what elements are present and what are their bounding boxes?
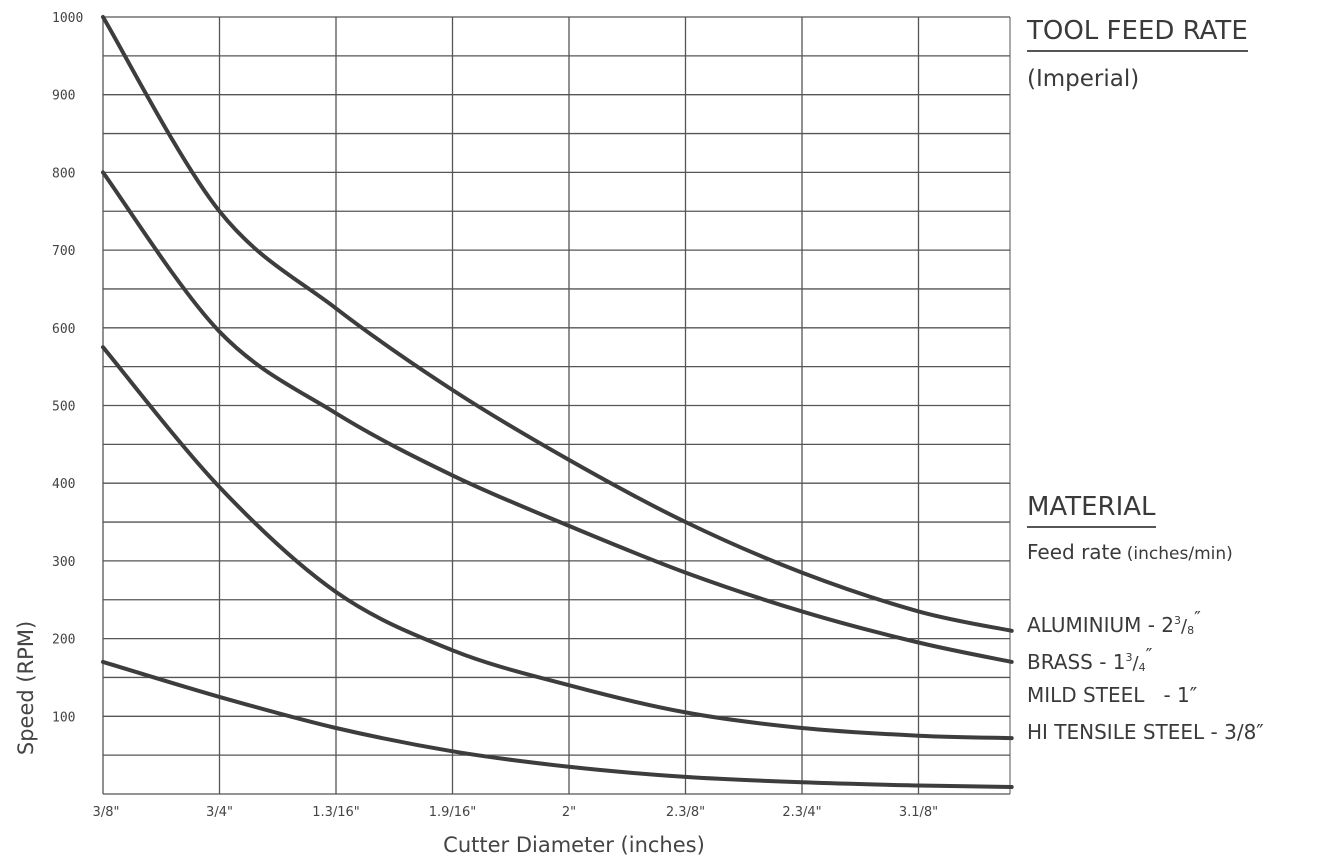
legend-item-mild-steel: MILD STEEL - 1″ (1027, 683, 1198, 707)
legend-item-hi-tensile-steel: HI TENSILE STEEL - 3/8″ (1027, 720, 1264, 744)
x-tick-label: 3/8" (93, 805, 120, 820)
y-tick-label: 600 (52, 322, 75, 337)
y-tick-label: 700 (52, 244, 75, 259)
x-axis-label: Cutter Diameter (inches) (443, 833, 705, 857)
x-tick-label: 3/4" (206, 805, 233, 820)
y-axis-label: Speed (RPM) (14, 621, 38, 755)
y-tick-label: 100 (52, 710, 75, 725)
y-tick-label: 800 (52, 166, 75, 181)
legend-item-brass: BRASS - 13/4″ (1027, 645, 1153, 674)
chart-subtitle: (Imperial) (1027, 66, 1140, 92)
feed-rate-label: Feed rate (inches/min) (1027, 540, 1233, 564)
y-tick-label: 300 (52, 555, 75, 570)
chart-grid (102, 16, 1011, 795)
material-heading: MATERIAL (1027, 492, 1156, 528)
y-tick-label: 900 (52, 89, 75, 104)
x-tick-label: 2.3/4" (782, 805, 821, 820)
x-tick-label: 3.1/8" (899, 805, 938, 820)
y-tick-label: 1000 (52, 11, 83, 26)
x-tick-labels: 3/8" 3/4" 1.3/16" 1.9/16" 2" 2.3/8" 2.3/4" 3.1/… (93, 805, 939, 820)
legend-item-aluminium: ALUMINIUM - 23/8″ (1027, 608, 1201, 637)
y-tick-label: 200 (52, 633, 75, 648)
series-line-hi-tensile-steel (101, 659, 1014, 789)
y-tick-label: 500 (52, 400, 75, 415)
x-tick-label: 2.3/8" (666, 805, 705, 820)
chart-series (101, 15, 1014, 789)
series-line-mild-steel (101, 345, 1014, 741)
series-line-brass (101, 170, 1014, 664)
x-tick-label: 2" (562, 805, 576, 820)
x-tick-label: 1.9/16" (429, 805, 477, 820)
chart-title: TOOL FEED RATE (1027, 16, 1248, 52)
x-tick-label: 1.3/16" (312, 805, 360, 820)
series-line-aluminium (101, 15, 1014, 633)
y-tick-labels: 100 200 300 400 500 600 700 800 900 1000 (52, 11, 83, 725)
y-tick-label: 400 (52, 477, 75, 492)
